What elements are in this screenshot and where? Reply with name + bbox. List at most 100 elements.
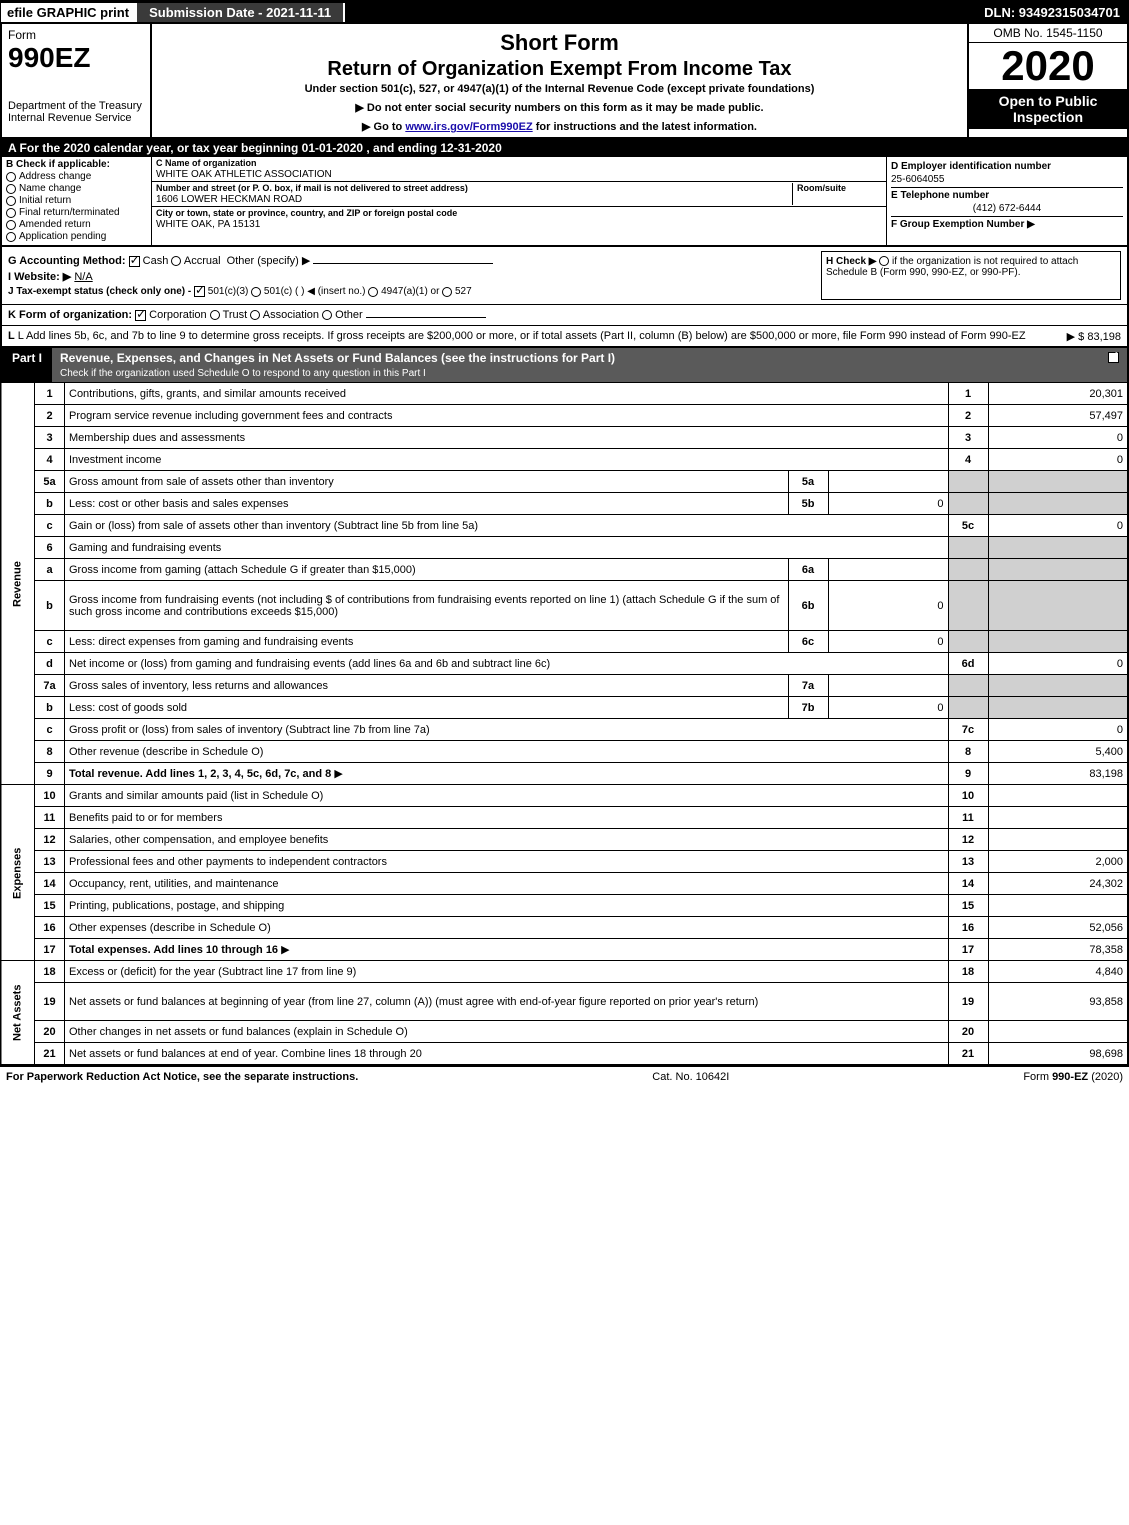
goto-note: ▶ Go to www.irs.gov/Form990EZ for instru… (160, 120, 959, 133)
line-code: 21 (948, 1043, 988, 1065)
rad-assoc-icon[interactable] (250, 310, 260, 320)
line-desc: Other revenue (describe in Schedule O) (65, 741, 949, 763)
chk-label: Application pending (19, 231, 106, 242)
grey-cell (988, 559, 1128, 581)
line-desc: Net assets or fund balances at beginning… (65, 983, 949, 1021)
sub-code: 6a (788, 559, 828, 581)
k-assoc-label: Association (263, 309, 319, 321)
line-code: 3 (948, 427, 988, 449)
line-num: 9 (35, 763, 65, 785)
i-line: I Website: ▶ N/A (8, 270, 801, 283)
grey-cell (988, 697, 1128, 719)
line-code: 8 (948, 741, 988, 763)
line-desc: Grants and similar amounts paid (list in… (65, 785, 949, 807)
line-3: 3 Membership dues and assessments 3 0 (1, 427, 1128, 449)
radio-icon (6, 220, 16, 230)
checkbox-cash-icon[interactable] (129, 256, 140, 267)
radio-accrual-icon[interactable] (171, 256, 181, 266)
chk-name-change[interactable]: Name change (6, 183, 147, 194)
k-trust-label: Trust (223, 309, 248, 321)
line-desc: Gross amount from sale of assets other t… (65, 471, 789, 493)
grey-cell (948, 581, 988, 631)
org-city: WHITE OAK, PA 15131 (156, 219, 260, 230)
submission-date: Submission Date - 2021-11-11 (135, 3, 345, 22)
rad-501c-icon[interactable] (251, 287, 261, 297)
l-text: L L Add lines 5b, 6c, and 7b to line 9 t… (8, 330, 1026, 342)
k-block: K Form of organization: Corporation Trus… (0, 305, 1129, 326)
line-desc: Investment income (65, 449, 949, 471)
l-value: ▶ $ 83,198 (1067, 330, 1121, 343)
chk-501c3-icon[interactable] (194, 286, 205, 297)
rad-h-icon[interactable] (879, 256, 889, 266)
chk-application-pending[interactable]: Application pending (6, 231, 147, 242)
rad-4947-icon[interactable] (368, 287, 378, 297)
line-code: 5c (948, 515, 988, 537)
g-line: G Accounting Method: Cash Accrual Other … (8, 254, 801, 267)
main-title: Return of Organization Exempt From Incom… (160, 58, 959, 81)
city-row: City or town, state or province, country… (152, 207, 886, 231)
other-input-line[interactable] (313, 263, 493, 264)
arrow-icon (281, 944, 289, 956)
chk-address-change[interactable]: Address change (6, 171, 147, 182)
chk-initial-return[interactable]: Initial return (6, 195, 147, 206)
k-corp-label: Corporation (149, 309, 206, 321)
k-other-input[interactable] (366, 317, 486, 318)
line-13: 13 Professional fees and other payments … (1, 851, 1128, 873)
line-desc: Total revenue. Add lines 1, 2, 3, 4, 5c,… (65, 763, 949, 785)
line-num: b (35, 581, 65, 631)
chk-label: Name change (19, 183, 81, 194)
grey-cell (948, 675, 988, 697)
line-val: 5,400 (988, 741, 1128, 763)
grey-cell (948, 697, 988, 719)
line-val: 0 (988, 427, 1128, 449)
line-7a: 7a Gross sales of inventory, less return… (1, 675, 1128, 697)
rad-527-icon[interactable] (442, 287, 452, 297)
c-label: C Name of organization (156, 158, 257, 168)
line-desc: Net assets or fund balances at end of ye… (65, 1043, 949, 1065)
tax-year: 2020 (969, 43, 1127, 89)
line-desc: Contributions, gifts, grants, and simila… (65, 383, 949, 405)
line-code: 11 (948, 807, 988, 829)
grey-cell (948, 631, 988, 653)
irs-link[interactable]: www.irs.gov/Form990EZ (405, 121, 532, 133)
part1-checkbox[interactable] (1100, 348, 1127, 382)
grey-cell (988, 471, 1128, 493)
radio-icon (6, 184, 16, 194)
chk-amended-return[interactable]: Amended return (6, 219, 147, 230)
chk-final-return[interactable]: Final return/terminated (6, 207, 147, 218)
line-val: 98,698 (988, 1043, 1128, 1065)
room-label: Room/suite (797, 183, 846, 193)
sidelabel-expenses: Expenses (1, 785, 35, 961)
line-num: c (35, 515, 65, 537)
org-name-row: C Name of organization WHITE OAK ATHLETI… (152, 157, 886, 182)
addr-row: Number and street (or P. O. box, if mail… (152, 182, 886, 207)
rad-other-icon[interactable] (322, 310, 332, 320)
chk-label: Initial return (19, 195, 71, 206)
line-num: c (35, 631, 65, 653)
chk-corp-icon[interactable] (135, 310, 146, 321)
sidelabel-revenue: Revenue (1, 383, 35, 785)
line-desc: Gross profit or (loss) from sales of inv… (65, 719, 949, 741)
sub-code: 6b (788, 581, 828, 631)
line-code: 10 (948, 785, 988, 807)
line-val: 2,000 (988, 851, 1128, 873)
goto-prefix: ▶ Go to (362, 121, 405, 133)
chk-label: Final return/terminated (19, 207, 120, 218)
sub-val (828, 471, 948, 493)
line-num: 7a (35, 675, 65, 697)
line-code: 18 (948, 961, 988, 983)
line-val (988, 895, 1128, 917)
a-calendar-year: A For the 2020 calendar year, or tax yea… (0, 139, 1129, 157)
line-val: 83,198 (988, 763, 1128, 785)
info-grid: B Check if applicable: Address change Na… (0, 157, 1129, 247)
line-20: 20 Other changes in net assets or fund b… (1, 1021, 1128, 1043)
b-title: B Check if applicable: (6, 159, 147, 170)
line-val: 24,302 (988, 873, 1128, 895)
line-num: 5a (35, 471, 65, 493)
radio-icon (6, 232, 16, 242)
chk-label: Amended return (19, 219, 91, 230)
chk-label: Address change (19, 171, 91, 182)
line-num: 3 (35, 427, 65, 449)
line-6a: a Gross income from gaming (attach Sched… (1, 559, 1128, 581)
rad-trust-icon[interactable] (210, 310, 220, 320)
